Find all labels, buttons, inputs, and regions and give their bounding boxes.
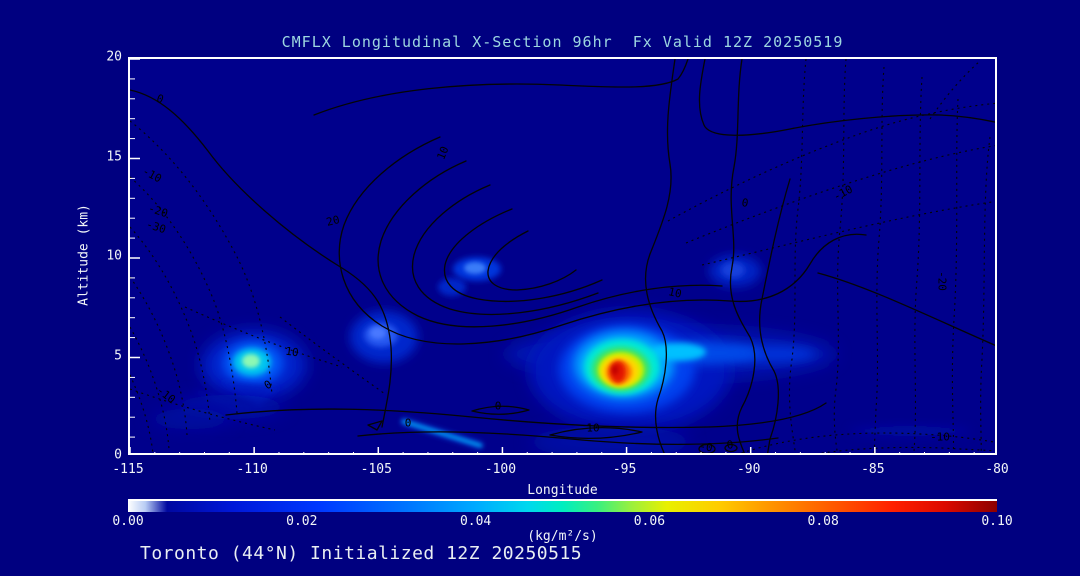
x-tick-label: -85: [861, 462, 885, 477]
y-tick-label: 5: [114, 348, 122, 363]
y-tick-label: 10: [106, 248, 122, 264]
x-tick-label: -90: [736, 462, 761, 477]
x-tick-label: -100: [484, 462, 517, 477]
axis-tick-marks: [130, 59, 975, 453]
colorbar-tick-label: 0.06: [633, 514, 666, 529]
y-tick-label: 15: [106, 149, 122, 164]
run-info-footer: Toronto (44°N) Initialized 12Z 20250515: [140, 543, 583, 564]
chart-title: CMFLX Longitudinal X-Section 96hr Fx Val…: [281, 33, 844, 51]
x-axis-label: Longitude: [527, 483, 598, 498]
x-tick-label: -105: [360, 462, 392, 477]
positive-contours: [130, 59, 995, 453]
x-tick-label: -80: [985, 462, 1009, 477]
negative-contours: [130, 59, 995, 453]
colorbar-tick-label: 0.02: [286, 514, 318, 529]
colorbar-tick-label: 0.00: [112, 514, 144, 529]
y-tick-label: 0: [114, 447, 122, 463]
colorbar-tick-label: 0.08: [807, 514, 839, 529]
cross-section-plot: [128, 57, 997, 455]
colorbar: [128, 499, 997, 512]
contour-plot-graphic: [130, 59, 995, 453]
colorbar-tick-label: 0.10: [981, 514, 1013, 529]
x-tick-label: -95: [612, 462, 637, 477]
colorbar-units-label: (kg/m²/s): [527, 529, 598, 544]
x-tick-label: -110: [236, 462, 268, 477]
y-tick-label: 20: [106, 49, 122, 65]
colorbar-tick-label: 0.04: [459, 514, 492, 529]
x-tick-label: -115: [112, 462, 144, 477]
